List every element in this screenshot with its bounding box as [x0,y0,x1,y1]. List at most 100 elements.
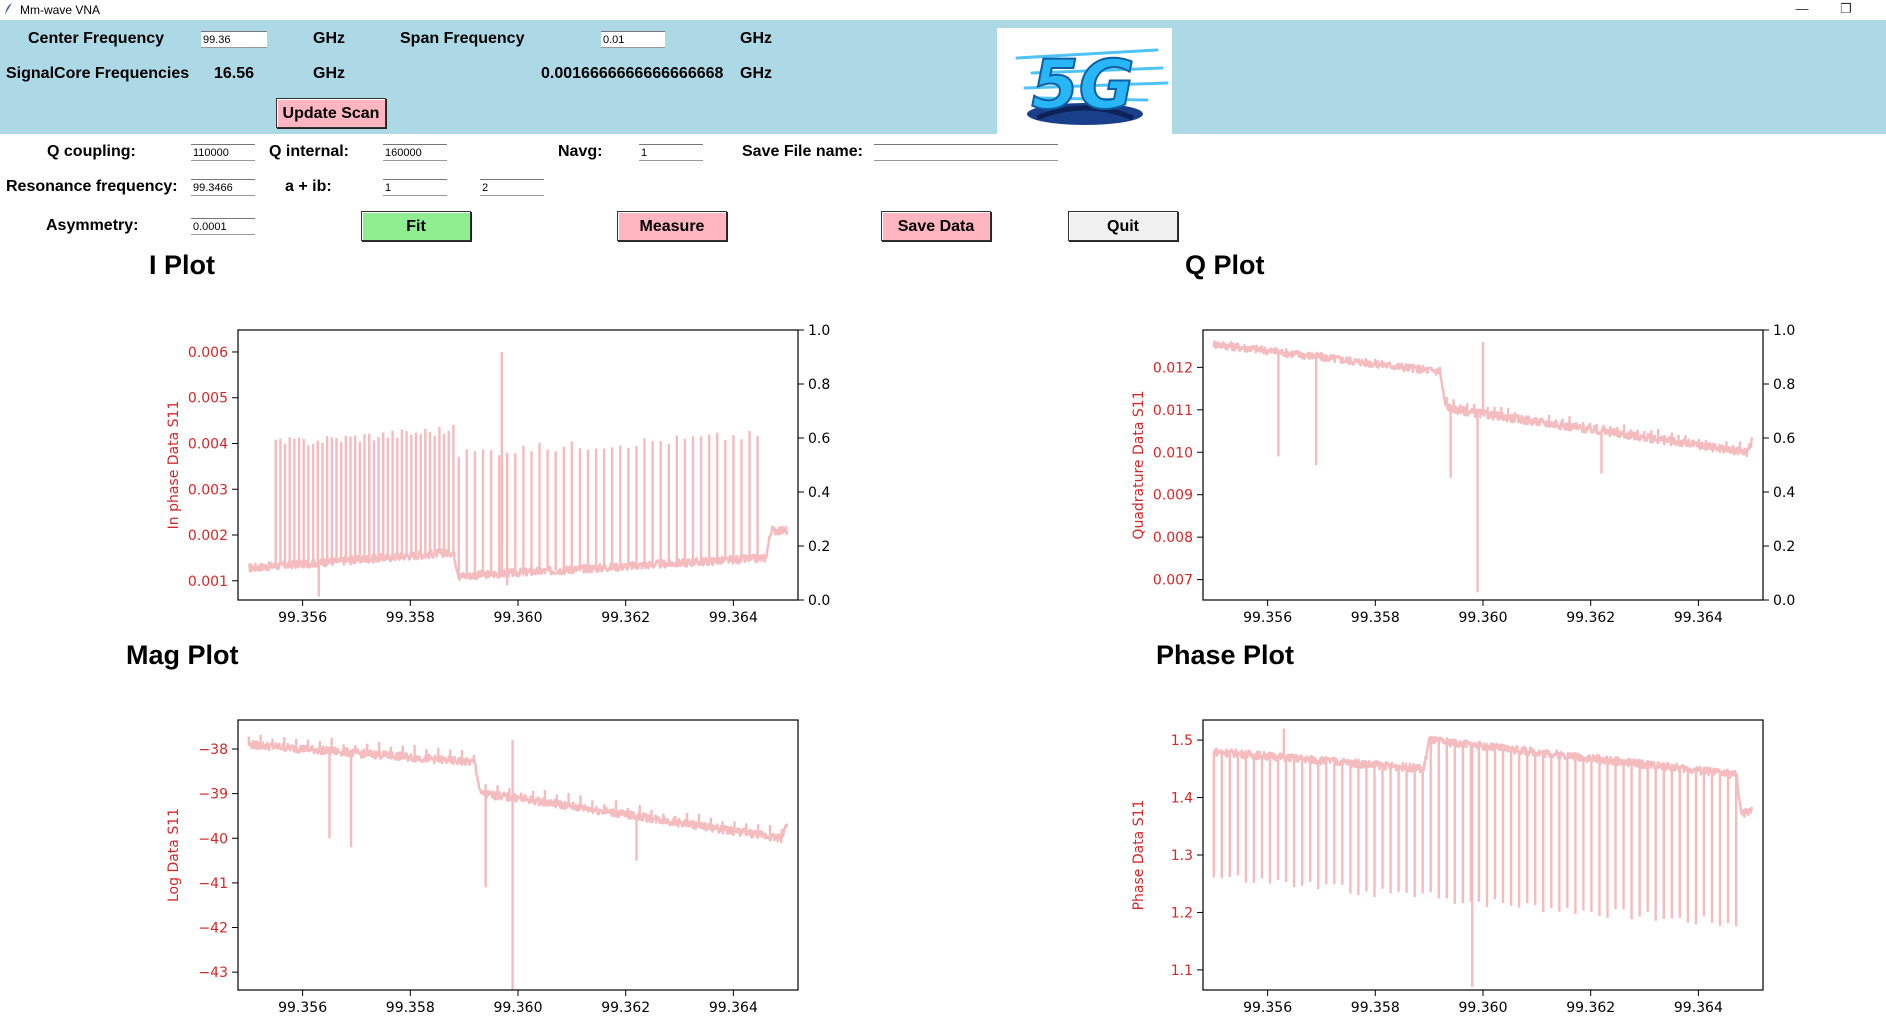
measure-button[interactable]: Measure [617,211,727,241]
y-tick-label: −43 [198,965,228,981]
y-tick-label: −39 [198,787,228,803]
y-axis-label: Phase Data S11 [1131,800,1147,911]
step-unit-label: GHz [740,65,772,82]
right-tick-label: 0.4 [1773,485,1795,501]
minimize-button[interactable]: — [1795,1,1809,16]
q-coupling-label: Q coupling: [47,143,136,160]
span-unit-label: GHz [740,30,772,47]
x-tick-label: 99.356 [278,1000,327,1016]
b-input[interactable] [480,179,544,196]
y-tick-label: −41 [198,876,228,892]
x-tick-label: 99.364 [1674,1000,1723,1016]
x-tick-label: 99.358 [1351,610,1400,626]
save-file-label: Save File name: [742,143,863,160]
span-frequency-input[interactable] [601,31,665,48]
x-tick-label: 99.360 [1459,1000,1508,1016]
mag-plot-chart: 99.356 99.358 99.360 99.362 99.364 −38 −39 −40 −… [166,719,799,1016]
resonance-frequency-input[interactable] [191,179,255,196]
x-tick-label: 99.356 [278,610,327,626]
signalcore-value: 16.56 [214,65,255,82]
y-tick-label: 0.011 [1153,403,1193,419]
navg-label: Navg: [558,143,603,160]
y-tick-label: −42 [198,921,228,937]
signalcore-unit-label: GHz [313,65,345,82]
y-tick-label: 0.012 [1153,360,1193,376]
x-tick-label: 99.362 [601,1000,650,1016]
title-bar: Mm-wave VNA — ❐ [0,0,1886,20]
feather-icon [5,3,12,15]
a-input[interactable] [383,179,447,196]
q-plot-chart: 99.356 99.358 99.360 99.362 99.364 0.007 0.008… [1131,323,1795,626]
y-tick-label: 0.010 [1153,445,1193,461]
mag-plot-title: Mag Plot [126,640,239,670]
right-tick-label: 0.0 [808,593,830,609]
right-tick-label: 0.2 [1773,539,1795,555]
quit-button[interactable]: Quit [1068,211,1178,241]
series-line [247,734,789,990]
y-tick-label: 0.009 [1153,488,1193,504]
phase-plot-title: Phase Plot [1156,640,1295,670]
signalcore-label: SignalCore Frequencies [6,65,190,82]
fit-button[interactable]: Fit [361,211,471,241]
x-tick-label: 99.360 [494,610,543,626]
update-scan-button[interactable]: Update Scan [276,98,386,128]
i-plot-chart: 99.356 99.358 99.360 99.362 99.364 0.001 0.002… [166,323,830,626]
x-tick-label: 99.362 [1566,610,1615,626]
x-tick-label: 99.356 [1243,610,1292,626]
y-tick-label: 1.3 [1171,848,1193,864]
plot-frame [237,719,799,991]
center-frequency-label: Center Frequency [28,30,165,47]
center-frequency-input[interactable] [201,31,267,48]
y-axis-label: Log Data S11 [166,808,182,902]
y-tick-label: 1.1 [1171,963,1193,979]
y-tick-label: 0.007 [1153,573,1193,589]
q-internal-label: Q internal: [269,143,350,160]
right-tick-label: 0.6 [1773,431,1795,447]
right-tick-label: 0.4 [808,485,830,501]
x-tick-label: 99.364 [709,610,758,626]
y-tick-label: 1.5 [1171,733,1193,749]
5g-logo: 5G [997,28,1172,134]
x-tick-label: 99.364 [709,1000,758,1016]
aib-label: a + ib: [285,178,332,195]
x-tick-label: 99.362 [1566,1000,1615,1016]
q-internal-input[interactable] [383,144,447,161]
y-tick-label: 0.004 [188,436,228,452]
x-tick-label: 99.360 [494,1000,543,1016]
x-tick-label: 99.362 [601,610,650,626]
right-tick-label: 0.8 [808,377,830,393]
navg-input[interactable] [639,144,703,161]
right-tick-label: 1.0 [1773,323,1795,339]
i-plot-title: I Plot [149,250,215,280]
series-line [1212,728,1754,988]
x-tick-label: 99.364 [1674,610,1723,626]
logo-text: 5G [1031,46,1134,125]
right-tick-label: 1.0 [808,323,830,339]
q-plot-title: Q Plot [1185,250,1265,280]
5g-logo-graphic: 5G [1015,45,1169,126]
y-axis-label: In phase Data S11 [166,401,182,530]
right-tick-label: 0.8 [1773,377,1795,393]
right-tick-label: 0.2 [808,539,830,555]
y-tick-label: 1.4 [1171,791,1193,807]
y-tick-label: 0.006 [188,345,228,361]
save-file-name-input[interactable] [874,144,1058,161]
y-tick-label: 0.001 [188,574,228,590]
save-data-button[interactable]: Save Data [881,211,991,241]
x-tick-label: 99.358 [1351,1000,1400,1016]
right-tick-label: 0.0 [1773,593,1795,609]
y-tick-label: 1.2 [1171,905,1193,921]
series-line [1212,340,1754,593]
x-tick-label: 99.360 [1459,610,1508,626]
asymmetry-input[interactable] [191,218,255,235]
y-tick-label: 0.002 [188,528,228,544]
y-tick-label: 0.005 [188,391,228,407]
y-tick-label: 0.008 [1153,530,1193,546]
phase-plot-chart: 99.356 99.358 99.360 99.362 99.364 1.1 1.2 1.3 1… [1131,719,1764,1016]
y-tick-label: −38 [198,742,228,758]
asymmetry-label: Asymmetry: [46,217,139,234]
restore-button[interactable]: ❐ [1840,1,1852,16]
x-tick-label: 99.356 [1243,1000,1292,1016]
q-coupling-input[interactable] [191,144,255,161]
span-frequency-label: Span Frequency [400,30,525,47]
